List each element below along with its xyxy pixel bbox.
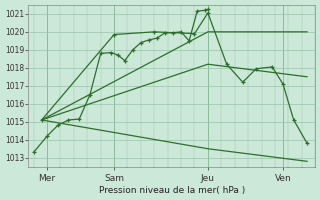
X-axis label: Pression niveau de la mer( hPa ): Pression niveau de la mer( hPa ) bbox=[99, 186, 245, 195]
